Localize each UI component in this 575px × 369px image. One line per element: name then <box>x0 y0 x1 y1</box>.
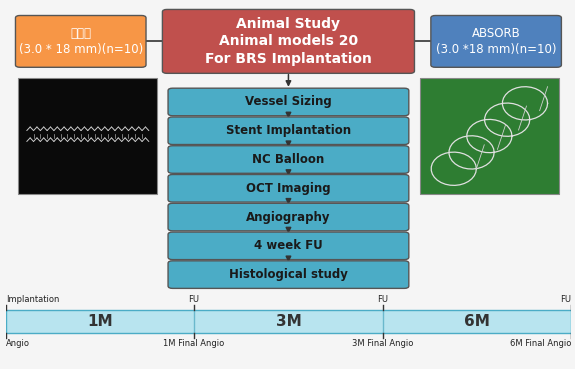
Text: 시제품
(3.0 * 18 mm)(n=10): 시제품 (3.0 * 18 mm)(n=10) <box>18 27 143 56</box>
Text: 1M Final Angio: 1M Final Angio <box>163 339 225 348</box>
Text: ABSORB
(3.0 *18 mm)(n=10): ABSORB (3.0 *18 mm)(n=10) <box>436 27 557 56</box>
FancyBboxPatch shape <box>168 175 409 202</box>
Text: Histological study: Histological study <box>229 268 348 281</box>
Text: Stent Implantation: Stent Implantation <box>226 124 351 137</box>
Text: 6M: 6M <box>464 314 490 329</box>
FancyBboxPatch shape <box>168 203 409 231</box>
Text: Animal Study
Animal models 20
For BRS Implantation: Animal Study Animal models 20 For BRS Im… <box>205 17 372 66</box>
FancyBboxPatch shape <box>168 261 409 289</box>
Text: FU: FU <box>560 295 571 304</box>
FancyBboxPatch shape <box>420 79 558 194</box>
Text: Vessel Sizing: Vessel Sizing <box>245 96 332 108</box>
FancyBboxPatch shape <box>6 310 571 333</box>
Text: 3M: 3M <box>275 314 301 329</box>
Text: OCT Imaging: OCT Imaging <box>246 182 331 195</box>
FancyBboxPatch shape <box>168 88 409 116</box>
Text: FU: FU <box>189 295 200 304</box>
Text: Angiography: Angiography <box>246 211 331 224</box>
Text: 6M Final Angio: 6M Final Angio <box>509 339 571 348</box>
Text: NC Balloon: NC Balloon <box>252 153 324 166</box>
FancyBboxPatch shape <box>16 15 146 67</box>
FancyBboxPatch shape <box>168 232 409 260</box>
FancyBboxPatch shape <box>168 146 409 173</box>
Text: 4 week FU: 4 week FU <box>254 239 323 252</box>
FancyBboxPatch shape <box>168 117 409 145</box>
FancyBboxPatch shape <box>431 15 561 67</box>
Text: 3M Final Angio: 3M Final Angio <box>352 339 413 348</box>
FancyBboxPatch shape <box>162 10 415 73</box>
Text: Angio: Angio <box>6 339 30 348</box>
FancyBboxPatch shape <box>18 79 157 194</box>
Text: 1M: 1M <box>87 314 113 329</box>
Text: FU: FU <box>377 295 388 304</box>
Text: Implantation: Implantation <box>6 295 59 304</box>
